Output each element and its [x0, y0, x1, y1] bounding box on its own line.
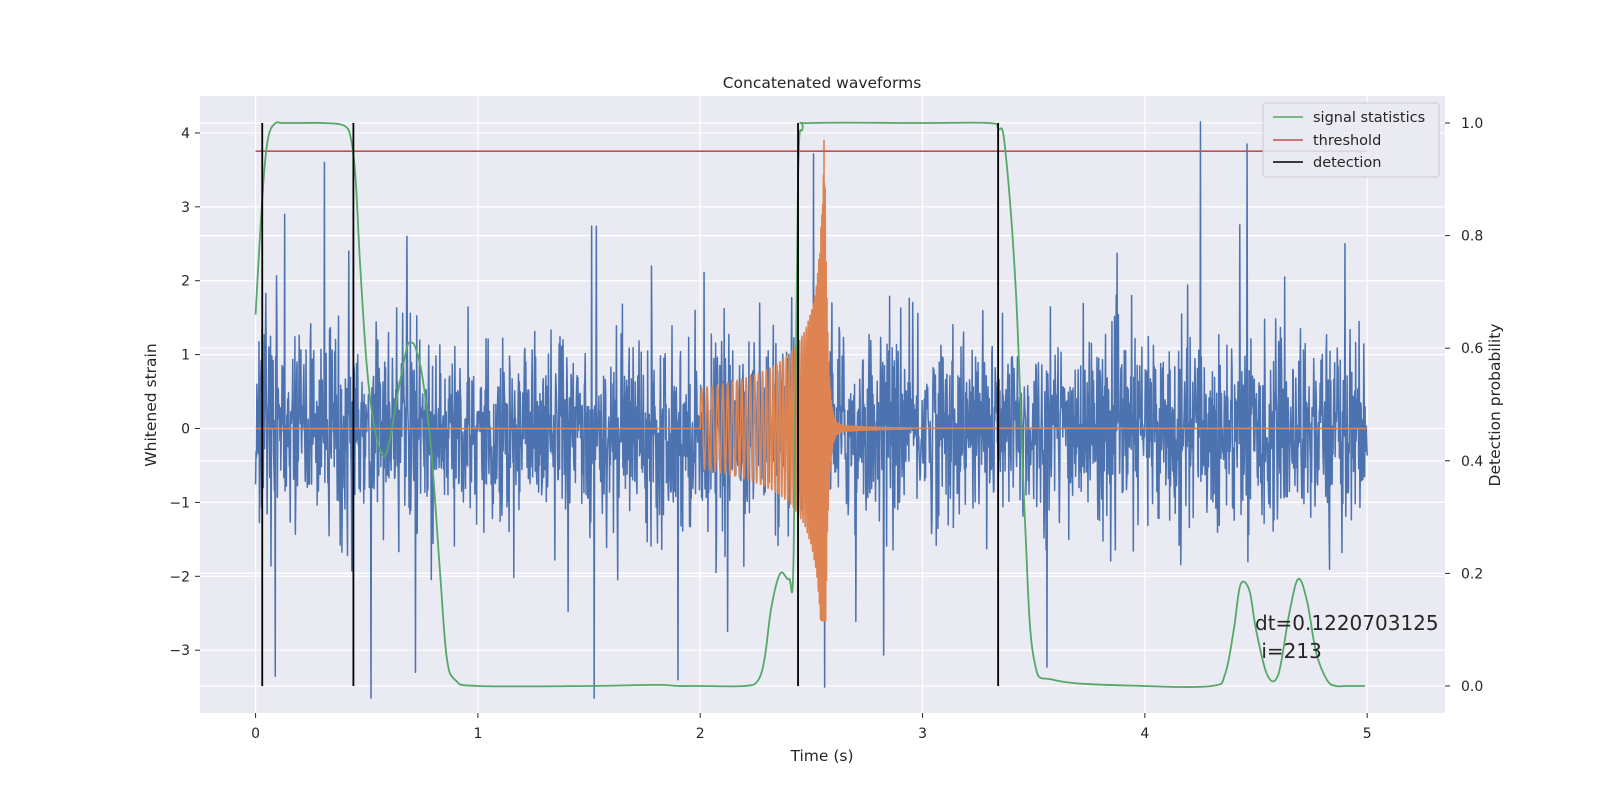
y2-tick-label: 1.0 — [1461, 116, 1483, 132]
y-axis-label: Whitened strain — [142, 343, 160, 466]
legend-label-signal-statistics: signal statistics — [1313, 110, 1425, 126]
chart-title: Concatenated waveforms — [723, 74, 922, 92]
data-layer — [254, 121, 1368, 699]
legend-box — [1262, 102, 1440, 178]
legend-label-detection: detection — [1313, 155, 1381, 171]
y2-axis-label: Detection probability — [1486, 324, 1504, 487]
y2-tick-label: 0.4 — [1461, 454, 1483, 470]
y-tick-label: −1 — [169, 495, 190, 511]
x-tick-label: 4 — [1140, 726, 1149, 742]
y-tick-label: 3 — [181, 200, 190, 216]
legend: signal statistics threshold detection — [1262, 102, 1440, 178]
x-tick-label: 3 — [918, 726, 927, 742]
y2-tick-label: 0.6 — [1461, 341, 1483, 357]
legend-label-threshold: threshold — [1313, 133, 1381, 149]
y2-tick-label: 0.0 — [1461, 679, 1483, 695]
series-template-line — [255, 139, 1368, 622]
y-tick-label: 0 — [181, 422, 190, 438]
annotation-text: dt=0.1220703125 i=213 — [1255, 611, 1439, 663]
x-tick-label: 2 — [696, 726, 705, 742]
series-signal-statistics-line — [254, 121, 1365, 688]
y-tick-label: 4 — [181, 126, 190, 142]
y-tick-label: −3 — [169, 643, 190, 659]
axes: 0 1 2 3 4 5 −3 −2 −1 0 1 2 3 4 0.0 0.2 0.4 0.6 0.8 1.0 — [169, 116, 1483, 742]
x-tick-label: 0 — [251, 726, 260, 742]
y-tick-label: 2 — [181, 274, 190, 290]
y-tick-label: 1 — [181, 348, 190, 364]
y2-tick-label: 0.2 — [1461, 566, 1483, 582]
x-tick-label: 5 — [1363, 726, 1372, 742]
y-tick-label: −2 — [169, 569, 190, 585]
annotation-line: dt=0.1220703125 — [1255, 611, 1439, 635]
x-tick-label: 1 — [473, 726, 482, 742]
y2-tick-label: 0.8 — [1461, 229, 1483, 245]
x-axis-label: Time (s) — [789, 747, 853, 765]
annotation-line: i=213 — [1255, 639, 1322, 663]
